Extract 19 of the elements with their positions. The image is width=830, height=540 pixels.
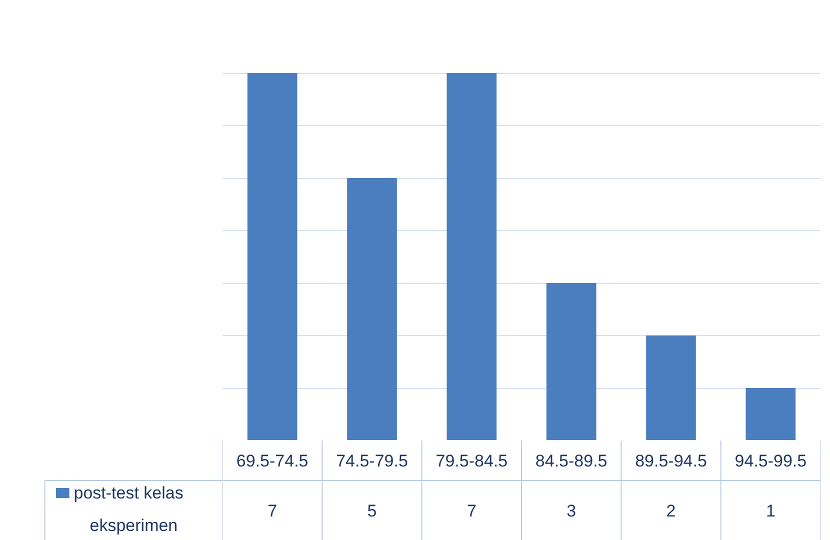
x-tick-label: 74.5-79.5	[336, 452, 408, 470]
x-tick-label: 79.5-84.5	[436, 452, 508, 470]
data-label: 2	[666, 502, 676, 520]
x-tick-label: 69.5-74.5	[236, 452, 308, 470]
data-label: 7	[466, 502, 476, 520]
bar	[646, 336, 696, 440]
x-tick-label: 89.5-94.5	[635, 452, 707, 470]
bar	[546, 283, 596, 440]
bar	[347, 178, 397, 440]
x-tick-label: 94.5-99.5	[734, 452, 807, 470]
data-label: 5	[367, 502, 377, 520]
data-label: 7	[268, 502, 278, 520]
bar	[446, 73, 497, 440]
data-label: 1	[766, 502, 776, 520]
legend-label: post-test kelas eksperimen	[74, 484, 184, 535]
bar	[247, 73, 298, 440]
bar	[746, 388, 796, 440]
x-tick-label: 84.5-89.5	[535, 452, 608, 470]
data-label: 3	[566, 502, 576, 520]
